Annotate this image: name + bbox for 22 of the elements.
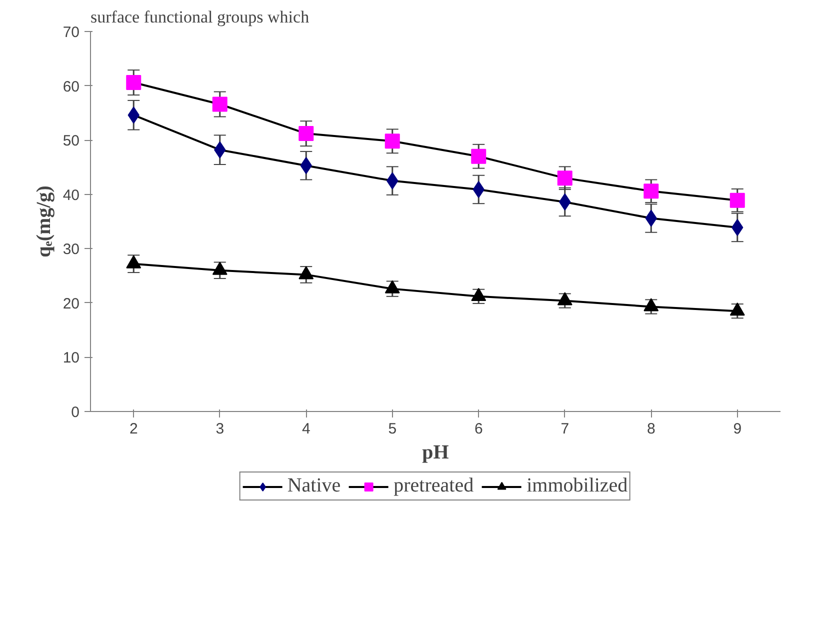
- y-tick-label: 50: [62, 132, 80, 150]
- y-tick-label: 70: [62, 24, 80, 41]
- x-tick-label: 7: [560, 420, 570, 438]
- y-tick-label: 10: [62, 350, 80, 367]
- x-tick-label: 6: [474, 420, 483, 438]
- y-tick-label: 30: [62, 241, 80, 258]
- legend-label: Native: [287, 474, 341, 498]
- legend-label: pretreated: [394, 474, 474, 498]
- x-tick-label: 8: [646, 420, 656, 438]
- x-tick-label: 9: [733, 420, 742, 438]
- y-tick-label: 0: [71, 404, 80, 421]
- y-tick-label: 40: [62, 186, 80, 204]
- text: surface functional groups which: [90, 8, 310, 26]
- y-tick-label: 60: [62, 78, 80, 96]
- y-axis-title: qₑ(mg/g): [32, 186, 55, 258]
- x-tick-label: 4: [302, 420, 310, 438]
- x-tick-label: 5: [388, 420, 397, 438]
- x-axis-title: pH: [422, 442, 450, 464]
- legend-label: immobilized: [526, 474, 628, 498]
- y-tick-label: 20: [62, 295, 80, 312]
- x-tick-label: 3: [216, 420, 224, 438]
- x-tick-label: 2: [129, 420, 138, 438]
